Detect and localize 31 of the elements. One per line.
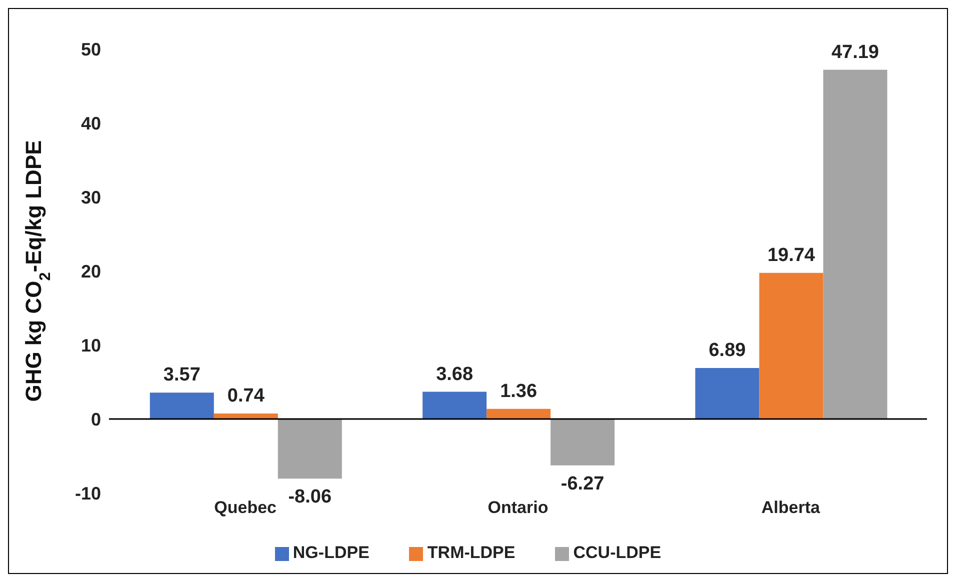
bar [278, 419, 342, 479]
y-tick-label: -10 [74, 483, 101, 504]
bar [422, 392, 487, 419]
data-label: 19.74 [767, 244, 816, 266]
data-label: 3.68 [436, 364, 474, 385]
y-tick-label: 20 [80, 261, 101, 282]
data-label: 1.36 [500, 380, 538, 402]
x-tick-label: Alberta [761, 498, 820, 518]
bar [695, 368, 760, 419]
data-label: 47.19 [831, 42, 880, 63]
bar [486, 408, 551, 419]
y-tick-label: 10 [80, 335, 101, 356]
bar [214, 414, 278, 419]
y-tick-label: 50 [80, 39, 101, 60]
x-tick-label: Ontario [488, 498, 548, 518]
bar [550, 419, 615, 466]
y-tick-label: 30 [80, 187, 101, 208]
data-label: 6.89 [708, 340, 746, 362]
bar [150, 392, 214, 419]
data-label: 3.57 [163, 364, 200, 386]
bar [759, 272, 824, 419]
data-label: 0.74 [227, 386, 265, 407]
y-tick-label: 0 [90, 409, 101, 430]
legend-label: CCU-LDPE [573, 543, 662, 562]
legend-label: TRM-LDPE [427, 543, 516, 562]
legend-label: NG-LDPE [292, 543, 370, 562]
data-label: -6.27 [560, 473, 604, 494]
data-label: -8.06 [288, 486, 332, 508]
x-tick-label: Quebec [214, 498, 277, 518]
y-tick-label: 40 [80, 113, 101, 134]
bar [823, 70, 888, 419]
